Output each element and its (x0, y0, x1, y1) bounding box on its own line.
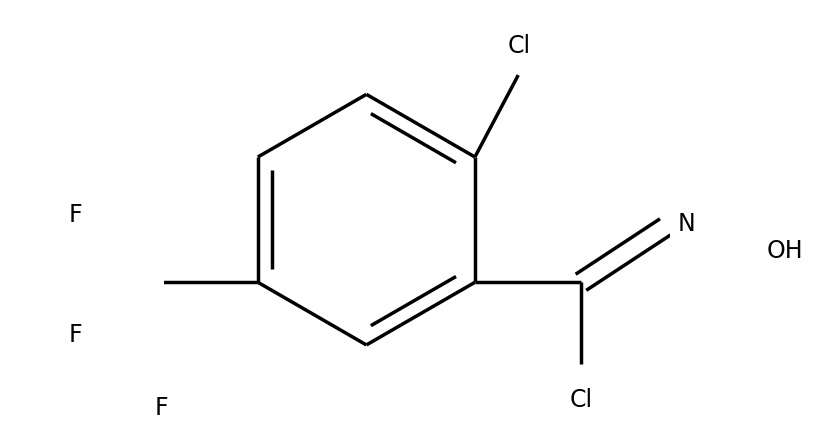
Text: N: N (677, 212, 695, 236)
Text: F: F (68, 323, 82, 347)
Text: Cl: Cl (507, 34, 530, 58)
Text: OH: OH (766, 239, 803, 263)
Text: F: F (68, 203, 82, 227)
Text: Cl: Cl (570, 388, 592, 412)
Text: F: F (154, 395, 168, 419)
